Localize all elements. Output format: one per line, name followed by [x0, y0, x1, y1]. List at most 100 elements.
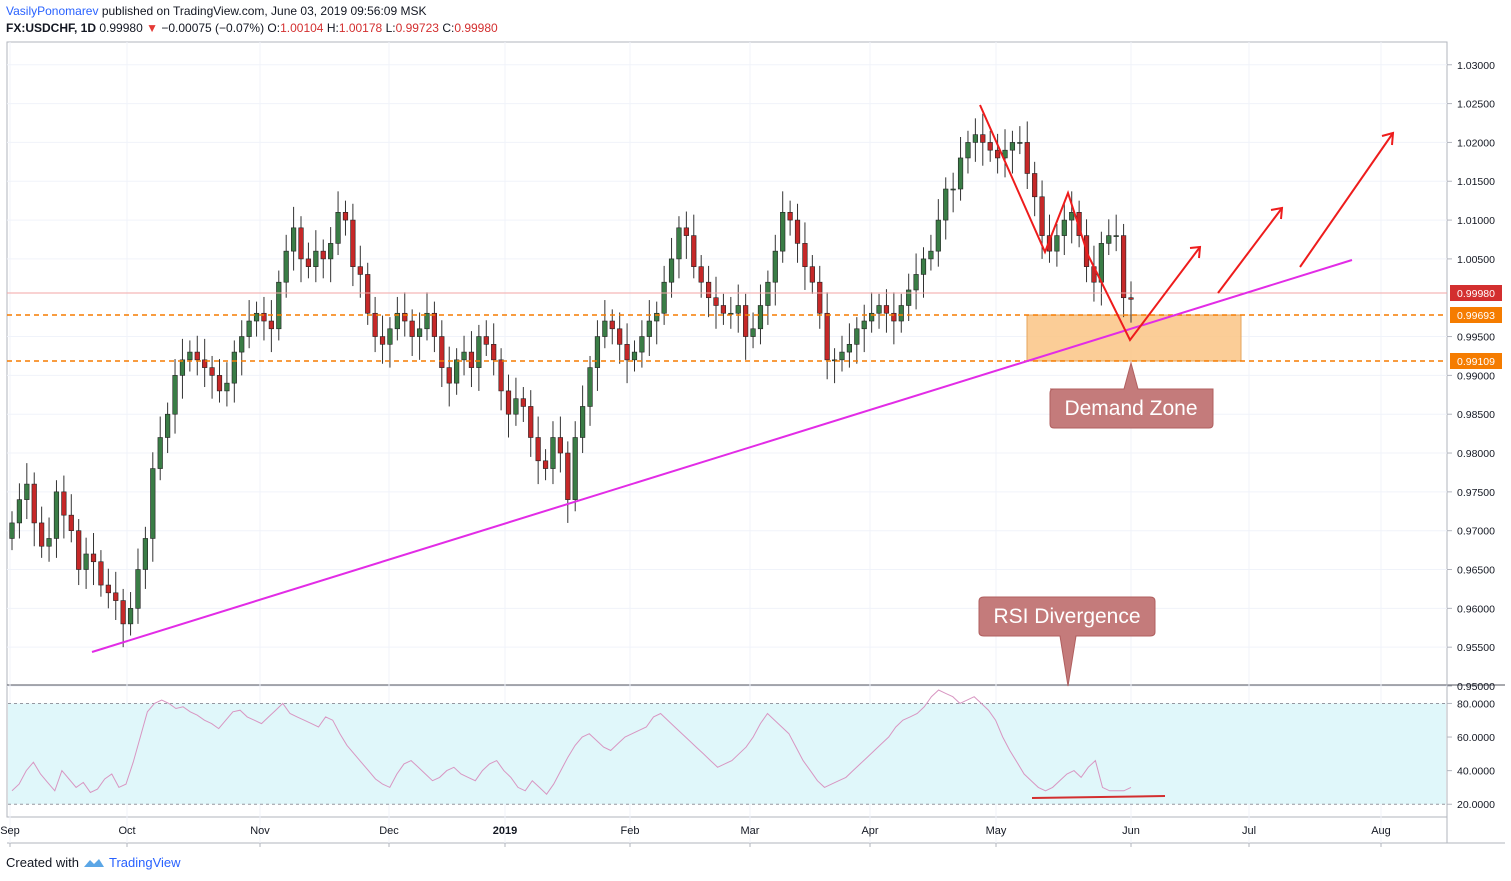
candle-body [224, 382, 230, 392]
candle-body [876, 305, 882, 314]
zone-top-tag-text: 0.99693 [1457, 310, 1495, 322]
candle-body [142, 538, 148, 570]
high-value: 1.00178 [338, 21, 383, 35]
candle-body [617, 328, 623, 345]
zone-top-price-tag: 0.99693 [1450, 307, 1502, 323]
candles [9, 113, 1134, 648]
rsi-divergence-line[interactable] [1031, 795, 1166, 799]
price-tick-label: 1.02000 [1457, 137, 1495, 149]
candle-body [535, 437, 541, 462]
demand-zone-callout[interactable]: Demand Zone [1049, 361, 1214, 429]
symbol-label[interactable]: FX:USDCHF, 1D [6, 21, 97, 35]
arrow-head-3-icon [1381, 131, 1395, 146]
candle-body [209, 367, 215, 376]
candle-body [646, 320, 652, 337]
price-tick-label: 0.99000 [1457, 370, 1495, 382]
candle-body [794, 219, 801, 244]
candle-body [439, 336, 445, 368]
rsi-band [8, 702, 1446, 805]
candle-body [231, 351, 237, 384]
candle-body [291, 227, 297, 252]
zone-bottom-tag-text: 0.99109 [1457, 356, 1495, 368]
candle-body [98, 561, 104, 586]
candle-body [965, 142, 971, 159]
candle-body [898, 305, 904, 322]
candle-body [24, 483, 30, 500]
candle-body [869, 312, 875, 322]
candle-body [624, 344, 630, 361]
candle-body [165, 413, 171, 438]
projection-arrow-3[interactable] [1299, 132, 1394, 268]
time-tick-label: Mar [741, 825, 760, 837]
candle-body [1106, 235, 1112, 244]
candle-body [683, 227, 689, 236]
candle-body [1076, 212, 1082, 236]
candle-body [246, 320, 252, 337]
candle-body [313, 250, 319, 267]
candle-body [468, 351, 475, 368]
candle-body [587, 367, 593, 407]
last-price-tag-text: 0.99980 [1457, 288, 1495, 300]
candle-body [150, 468, 156, 539]
time-axis[interactable]: Sep Oct Nov Dec 2019 Feb Mar Apr May Jun Jul Aug [0, 825, 1391, 847]
candle-body [328, 243, 334, 260]
candle-body [298, 227, 304, 260]
candle-body [1039, 196, 1045, 236]
candle-body [127, 608, 134, 625]
price-tick-label: 1.01500 [1457, 176, 1495, 188]
projection-arrow-2[interactable] [1217, 207, 1283, 294]
price-tick-label: 1.02500 [1457, 99, 1495, 111]
candle-body [76, 530, 82, 570]
price-tick-label: 0.98000 [1457, 448, 1495, 460]
candle-body [728, 312, 734, 315]
candle-body [187, 351, 193, 361]
candle-body [431, 312, 438, 337]
candle-body [416, 328, 423, 337]
author-link[interactable]: VasilyPonomarev [6, 4, 99, 18]
candle-body [113, 592, 119, 601]
rsi-divergence-callout[interactable]: RSI Divergence [978, 596, 1156, 687]
candle-body [402, 312, 408, 322]
down-triangle-icon: ▼ [146, 21, 158, 35]
rsi-axis[interactable]: 80.0000 60.0000 40.0000 20.0000 [1447, 698, 1495, 811]
candle-body [861, 320, 867, 330]
candle-body [61, 491, 67, 516]
price-tick-label: 1.03000 [1457, 60, 1495, 72]
candle-body [409, 320, 415, 337]
candle-body [750, 328, 756, 337]
candle-body [105, 584, 111, 594]
candle-body [906, 289, 912, 306]
rsi-divergence-label: RSI Divergence [993, 605, 1140, 628]
candle-body [1009, 142, 1016, 151]
tradingview-logo-icon [83, 858, 104, 867]
candle-body [639, 336, 645, 353]
projection-path[interactable] [979, 104, 1201, 342]
candle-body [83, 553, 89, 570]
price-tick-label: 0.99500 [1457, 332, 1495, 344]
tradingview-link[interactable]: TradingView [108, 855, 181, 870]
price-axis[interactable]: 1.03000 1.02500 1.02000 1.01500 1.01000 1.005… [1447, 60, 1495, 693]
candle-body [335, 212, 341, 244]
last-price: 0.99980 [99, 21, 143, 35]
time-tick-label: Aug [1371, 825, 1391, 837]
candle-body [120, 600, 126, 625]
rsi-line[interactable] [11, 689, 1132, 795]
candle-body [135, 569, 141, 609]
demand-zone-box[interactable] [1026, 314, 1242, 362]
candle-body [817, 281, 823, 314]
candle-body [261, 312, 267, 322]
candle-body [253, 312, 260, 322]
candle-body [943, 188, 949, 221]
candle-body [179, 359, 186, 376]
candle-body [505, 390, 512, 415]
candle-body [53, 491, 60, 539]
time-tick-label: Jun [1122, 825, 1140, 837]
candle-body [157, 437, 163, 469]
candle-body [980, 134, 986, 143]
candle-body [772, 250, 778, 283]
candle-body [542, 460, 549, 469]
price-tick-label: 0.97000 [1457, 526, 1495, 538]
candle-body [446, 367, 452, 384]
zone-bottom-price-tag: 0.99109 [1450, 353, 1502, 369]
